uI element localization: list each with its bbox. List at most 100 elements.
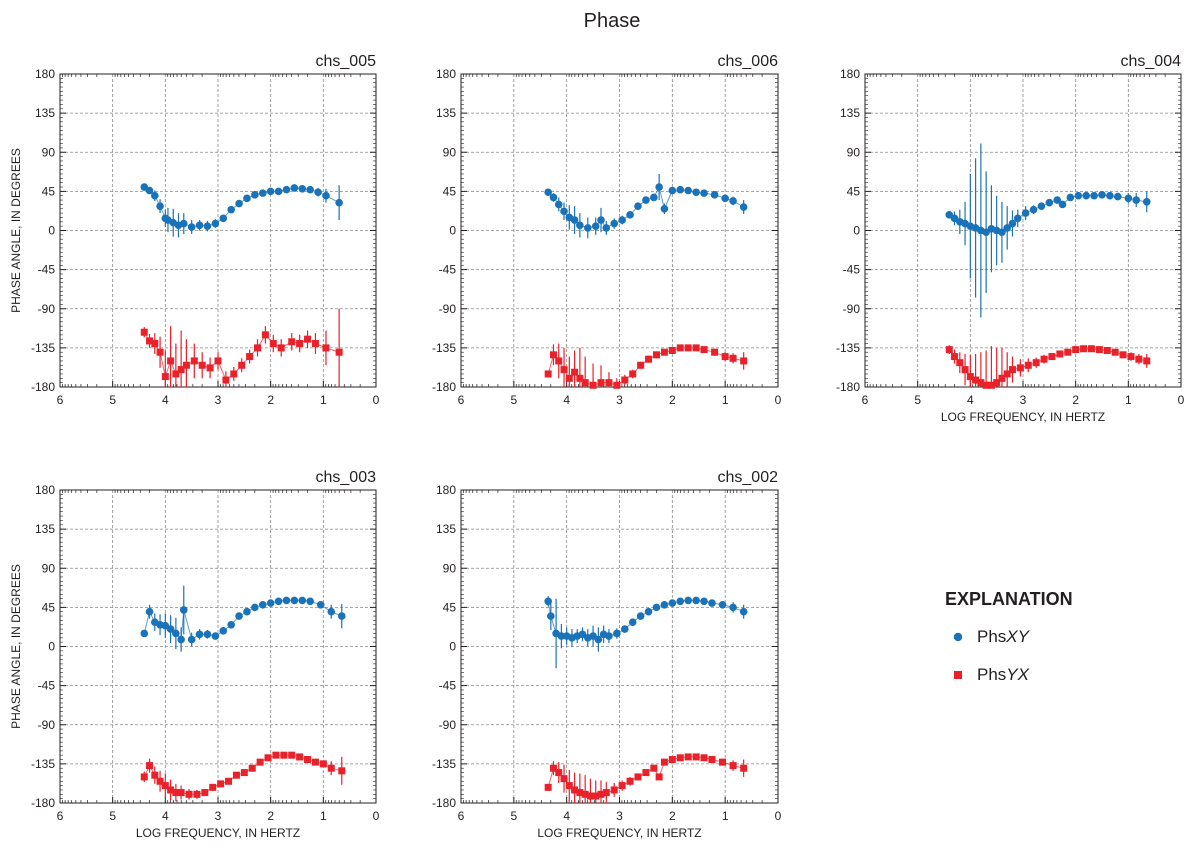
data-point: [166, 625, 175, 633]
data-point: [1037, 202, 1046, 210]
panel-title: chs_004: [1121, 53, 1182, 70]
data-point: [1074, 191, 1083, 200]
x-tick-label: 6: [458, 809, 465, 823]
y-tick-label: 180: [840, 67, 860, 81]
data-point: [660, 348, 668, 356]
data-point: [290, 596, 299, 605]
x-tick-label: 3: [215, 809, 222, 823]
y-axis-label: PHASE ANGLE, IN DEGREES: [9, 564, 23, 729]
y-tick-label: -45: [439, 679, 457, 693]
series-PhsXY: [140, 585, 346, 652]
data-point: [956, 359, 964, 367]
series-PhsYX: [140, 308, 343, 387]
x-tick-label: 2: [1072, 393, 1079, 407]
data-point: [692, 344, 700, 352]
x-tick-label: 6: [57, 393, 64, 407]
data-point: [1003, 370, 1011, 378]
data-point: [1127, 353, 1135, 361]
data-point: [581, 790, 589, 798]
y-tick-label: 45: [847, 184, 861, 198]
panel-title: chs_003: [316, 469, 377, 486]
x-tick-label: 4: [563, 809, 570, 823]
data-point: [602, 789, 610, 797]
data-point: [565, 782, 573, 790]
data-point: [993, 379, 1001, 387]
data-point: [238, 361, 246, 369]
data-point: [1080, 345, 1088, 353]
data-point: [140, 629, 149, 638]
data-point: [668, 346, 676, 354]
data-point: [729, 354, 737, 362]
x-tick-label: 0: [775, 809, 782, 823]
data-point: [258, 600, 267, 609]
x-tick-label: 4: [162, 393, 169, 407]
data-point: [652, 351, 660, 359]
data-point: [179, 219, 188, 228]
data-point: [288, 338, 296, 346]
data-point: [708, 599, 716, 607]
data-point: [1021, 209, 1030, 217]
y-tick-label: 0: [449, 224, 456, 238]
y-tick-label: 90: [443, 561, 457, 575]
data-point: [581, 379, 589, 387]
data-point: [700, 754, 708, 762]
data-point: [1082, 191, 1090, 200]
series-PhsXY: [945, 143, 1151, 318]
data-point: [676, 597, 685, 606]
data-point: [684, 753, 692, 761]
data-point: [708, 756, 716, 764]
y-tick-label: -45: [38, 263, 56, 277]
data-point: [721, 353, 729, 361]
data-point: [660, 758, 668, 766]
data-point: [1040, 355, 1048, 363]
data-point: [555, 769, 563, 777]
x-tick-label: 3: [616, 809, 623, 823]
x-tick-label: 1: [722, 393, 729, 407]
data-point: [592, 792, 600, 800]
data-point: [700, 597, 708, 606]
data-point: [602, 224, 611, 232]
y-tick-label: -45: [439, 263, 457, 277]
data-point: [145, 186, 154, 195]
data-point: [230, 370, 238, 378]
data-point: [327, 764, 335, 772]
data-point: [266, 599, 275, 607]
data-point: [571, 368, 579, 376]
x-tick-label: 3: [1020, 393, 1027, 407]
data-point: [282, 596, 291, 605]
series-PhsXY: [140, 183, 343, 238]
circle-marker-icon: [945, 631, 971, 643]
data-point: [628, 618, 637, 626]
data-point: [1103, 346, 1111, 354]
data-point: [676, 185, 685, 194]
data-point: [266, 187, 275, 196]
data-point: [1048, 353, 1056, 361]
y-tick-label: 135: [436, 106, 456, 120]
y-tick-label: 0: [48, 640, 55, 654]
data-point: [1072, 346, 1080, 354]
data-point: [652, 603, 661, 612]
data-point: [198, 361, 206, 369]
data-point: [729, 603, 737, 612]
data-point: [248, 764, 256, 772]
data-point: [594, 635, 603, 644]
x-tick-label: 0: [373, 809, 380, 823]
data-point: [227, 205, 235, 214]
figure-title: Phase: [584, 10, 641, 32]
y-tick-label: 180: [35, 67, 55, 81]
data-point: [655, 183, 663, 191]
y-tick-label: -45: [38, 679, 56, 693]
data-point: [660, 204, 669, 213]
y-tick-label: 45: [42, 600, 56, 614]
data-point: [217, 780, 225, 788]
data-point: [634, 202, 642, 210]
y-tick-label: 90: [847, 145, 861, 159]
data-point: [145, 607, 154, 616]
y-axis-label: PHASE ANGLE, IN DEGREES: [9, 148, 23, 313]
data-point: [547, 612, 555, 620]
data-point: [549, 193, 558, 202]
data-point: [258, 189, 267, 197]
x-tick-label: 2: [669, 393, 676, 407]
data-point: [235, 612, 243, 620]
data-point: [156, 777, 164, 785]
